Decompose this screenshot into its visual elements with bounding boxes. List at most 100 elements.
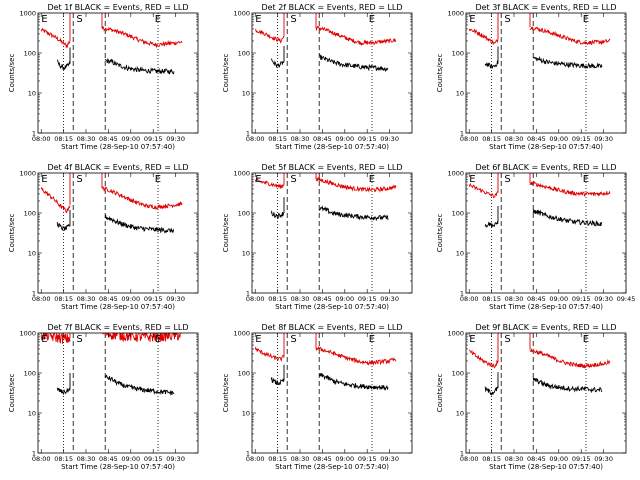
time-marker-label: E bbox=[155, 334, 161, 345]
events-series-line bbox=[532, 377, 603, 394]
y-tick-label: 1000 bbox=[233, 170, 250, 178]
x-tick-label: 09:30 bbox=[166, 135, 185, 143]
x-tick-label: 08:15 bbox=[268, 455, 287, 463]
x-tick-label: 08:00 bbox=[460, 295, 479, 303]
lld-series-line bbox=[469, 349, 499, 369]
lld-series-line bbox=[40, 186, 71, 214]
chart-panel-2: Det 2f BLACK = Events, RED = LLD 1 10 100 10… bbox=[222, 3, 413, 151]
x-tick-label: 08:30 bbox=[77, 295, 96, 303]
x-tick-label: 08:15 bbox=[268, 135, 287, 143]
y-tick-label: 100 bbox=[24, 50, 36, 58]
lld-series-line bbox=[254, 178, 285, 189]
lld-series-line bbox=[40, 333, 71, 344]
x-tick-label: 09:30 bbox=[380, 295, 399, 303]
chart-panel-8: Det 8f BLACK = Events, RED = LLD 1 10 100 10… bbox=[222, 323, 413, 471]
x-tick-label: 08:30 bbox=[291, 455, 310, 463]
x-tick-label: 09:00 bbox=[549, 455, 568, 463]
time-marker-label: E bbox=[255, 14, 261, 25]
lld-series-line bbox=[468, 28, 499, 46]
x-tick-label: 08:15 bbox=[482, 455, 501, 463]
events-series-line bbox=[56, 387, 71, 396]
y-tick-label: 10 bbox=[242, 250, 250, 258]
x-tick-label: 09:15 bbox=[144, 135, 163, 143]
events-series-line bbox=[104, 374, 175, 396]
plot-frame bbox=[37, 172, 199, 294]
y-tick-label: 10 bbox=[456, 250, 464, 258]
time-marker-label: S bbox=[290, 334, 296, 345]
x-tick-label: 09:00 bbox=[335, 295, 354, 303]
y-tick-label: 1000 bbox=[447, 170, 464, 178]
lld-series-line bbox=[102, 333, 182, 343]
x-tick-label: 09:00 bbox=[121, 455, 140, 463]
time-marker-label: S bbox=[76, 334, 82, 345]
chart-title: Det 8f BLACK = Events, RED = LLD bbox=[261, 323, 402, 332]
x-tick-label: 08:15 bbox=[482, 135, 501, 143]
x-tick-label: 08:45 bbox=[313, 455, 332, 463]
y-tick-label: 1000 bbox=[233, 10, 250, 18]
x-tick-label: 08:00 bbox=[32, 295, 51, 303]
plot-frame bbox=[251, 172, 413, 294]
x-axis-label: Start Time (28-Sep-10 07:57:40) bbox=[489, 303, 603, 311]
y-axis-label: Counts/sec bbox=[222, 374, 230, 413]
chart-title: Det 5f BLACK = Events, RED = LLD bbox=[261, 163, 402, 172]
x-tick-label: 09:30 bbox=[166, 455, 185, 463]
x-tick-label: 08:15 bbox=[54, 295, 73, 303]
time-marker-label: E bbox=[41, 334, 47, 345]
y-tick-label: 100 bbox=[452, 50, 464, 58]
lld-series-line bbox=[529, 180, 611, 197]
chart-title: Det 2f BLACK = Events, RED = LLD bbox=[261, 3, 402, 12]
events-series-line bbox=[318, 205, 389, 222]
series-group bbox=[255, 13, 397, 73]
events-series-line bbox=[484, 385, 499, 396]
time-marker-label: E bbox=[369, 174, 375, 185]
time-marker-label: E bbox=[469, 174, 475, 185]
y-axis-label: Counts/sec bbox=[8, 54, 16, 93]
x-tick-label: 09:30 bbox=[380, 455, 399, 463]
x-axis-label: Start Time (28-Sep-10 07:57:40) bbox=[275, 463, 389, 471]
events-series-line bbox=[484, 221, 499, 229]
y-tick-label: 1000 bbox=[19, 170, 36, 178]
plot-frame bbox=[251, 12, 413, 134]
x-tick-label: 08:45 bbox=[527, 135, 546, 143]
lld-series-line bbox=[254, 346, 285, 363]
time-marker-label: E bbox=[583, 174, 589, 185]
x-tick-label: 08:45 bbox=[99, 455, 118, 463]
events-series-line bbox=[270, 58, 285, 69]
lld-series-line bbox=[315, 176, 397, 194]
plot-frame bbox=[37, 12, 199, 134]
y-tick-label: 100 bbox=[24, 210, 36, 218]
x-tick-label: 08:00 bbox=[32, 135, 51, 143]
x-tick-label: 08:45 bbox=[313, 135, 332, 143]
x-tick-label: 09:45 bbox=[617, 295, 636, 303]
events-series-line bbox=[319, 372, 389, 391]
x-tick-label: 08:15 bbox=[54, 135, 73, 143]
y-tick-label: 10 bbox=[456, 410, 464, 418]
x-tick-label: 09:15 bbox=[572, 295, 591, 303]
y-tick-label: 1 bbox=[246, 450, 250, 458]
y-tick-label: 1000 bbox=[233, 330, 250, 338]
x-tick-label: 08:30 bbox=[291, 135, 310, 143]
x-tick-label: 08:30 bbox=[77, 135, 96, 143]
chart-panel-4: Det 4f BLACK = Events, RED = LLD 1 10 100 10… bbox=[8, 163, 199, 311]
time-marker-label: E bbox=[255, 334, 261, 345]
events-series-line bbox=[484, 60, 499, 69]
plot-frame bbox=[251, 332, 413, 454]
y-tick-label: 1 bbox=[460, 450, 464, 458]
x-axis-label: Start Time (28-Sep-10 07:57:40) bbox=[61, 143, 175, 151]
lld-series-line bbox=[315, 345, 397, 366]
time-marker-label: E bbox=[369, 14, 375, 25]
plot-frame bbox=[465, 172, 627, 294]
y-tick-label: 10 bbox=[28, 250, 36, 258]
y-axis-label: Counts/sec bbox=[436, 374, 444, 413]
x-axis-label: Start Time (28-Sep-10 07:57:40) bbox=[489, 143, 603, 151]
y-axis-label: Counts/sec bbox=[222, 54, 230, 93]
time-marker-label: S bbox=[504, 14, 510, 25]
x-tick-label: 09:15 bbox=[358, 135, 377, 143]
chart-title: Det 9f BLACK = Events, RED = LLD bbox=[475, 323, 616, 332]
y-tick-label: 1000 bbox=[19, 330, 36, 338]
x-axis-label: Start Time (28-Sep-10 07:57:40) bbox=[275, 303, 389, 311]
time-marker-label: E bbox=[41, 14, 47, 25]
time-marker-label: E bbox=[369, 334, 375, 345]
y-tick-label: 100 bbox=[452, 210, 464, 218]
